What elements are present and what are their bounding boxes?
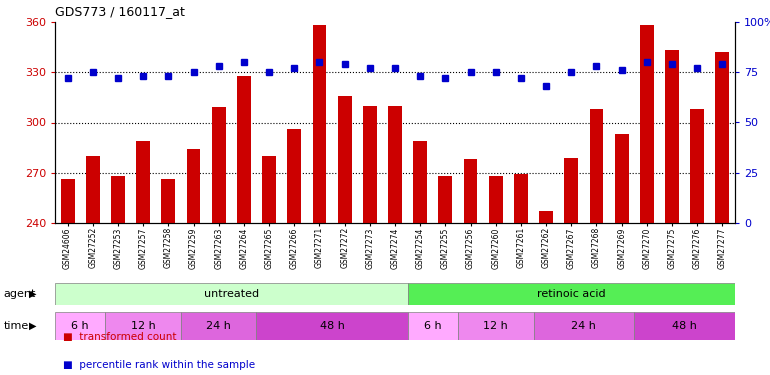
Bar <box>85 156 99 223</box>
Bar <box>407 312 458 340</box>
Bar <box>287 129 301 223</box>
Bar <box>634 312 735 340</box>
Bar <box>534 312 634 340</box>
Text: ■  transformed count: ■ transformed count <box>62 332 176 342</box>
Bar <box>212 107 226 223</box>
Text: ■  percentile rank within the sample: ■ percentile rank within the sample <box>62 360 255 370</box>
Bar <box>237 76 251 223</box>
Bar <box>715 52 729 223</box>
Text: 24 h: 24 h <box>571 321 596 331</box>
Text: 24 h: 24 h <box>206 321 231 331</box>
Bar <box>55 283 407 305</box>
Text: 12 h: 12 h <box>484 321 508 331</box>
Text: time: time <box>4 321 29 331</box>
Bar <box>539 211 553 223</box>
Bar <box>186 149 200 223</box>
Text: 6 h: 6 h <box>424 321 441 331</box>
Text: agent: agent <box>4 289 36 299</box>
Bar <box>665 51 679 223</box>
Bar <box>388 106 402 223</box>
Text: 48 h: 48 h <box>320 321 344 331</box>
Bar <box>61 180 75 223</box>
Bar <box>136 141 150 223</box>
Bar <box>55 312 105 340</box>
Bar <box>590 109 604 223</box>
Bar <box>338 96 352 223</box>
Bar <box>363 106 377 223</box>
Bar <box>514 174 528 223</box>
Text: untreated: untreated <box>204 289 259 299</box>
Bar <box>407 283 735 305</box>
Bar <box>614 134 628 223</box>
Bar <box>111 176 125 223</box>
Bar <box>256 312 407 340</box>
Bar <box>105 312 181 340</box>
Bar <box>458 312 534 340</box>
Text: ▶: ▶ <box>29 321 37 331</box>
Bar <box>181 312 256 340</box>
Bar <box>464 159 477 223</box>
Text: 12 h: 12 h <box>131 321 156 331</box>
Bar <box>162 180 176 223</box>
Text: ▶: ▶ <box>29 289 37 299</box>
Bar <box>262 156 276 223</box>
Text: 6 h: 6 h <box>72 321 89 331</box>
Bar <box>438 176 452 223</box>
Bar <box>640 26 654 223</box>
Bar <box>690 109 704 223</box>
Bar <box>413 141 427 223</box>
Text: 48 h: 48 h <box>672 321 697 331</box>
Bar <box>313 26 326 223</box>
Bar <box>564 158 578 223</box>
Text: GDS773 / 160117_at: GDS773 / 160117_at <box>55 5 185 18</box>
Bar <box>489 176 503 223</box>
Text: retinoic acid: retinoic acid <box>537 289 606 299</box>
